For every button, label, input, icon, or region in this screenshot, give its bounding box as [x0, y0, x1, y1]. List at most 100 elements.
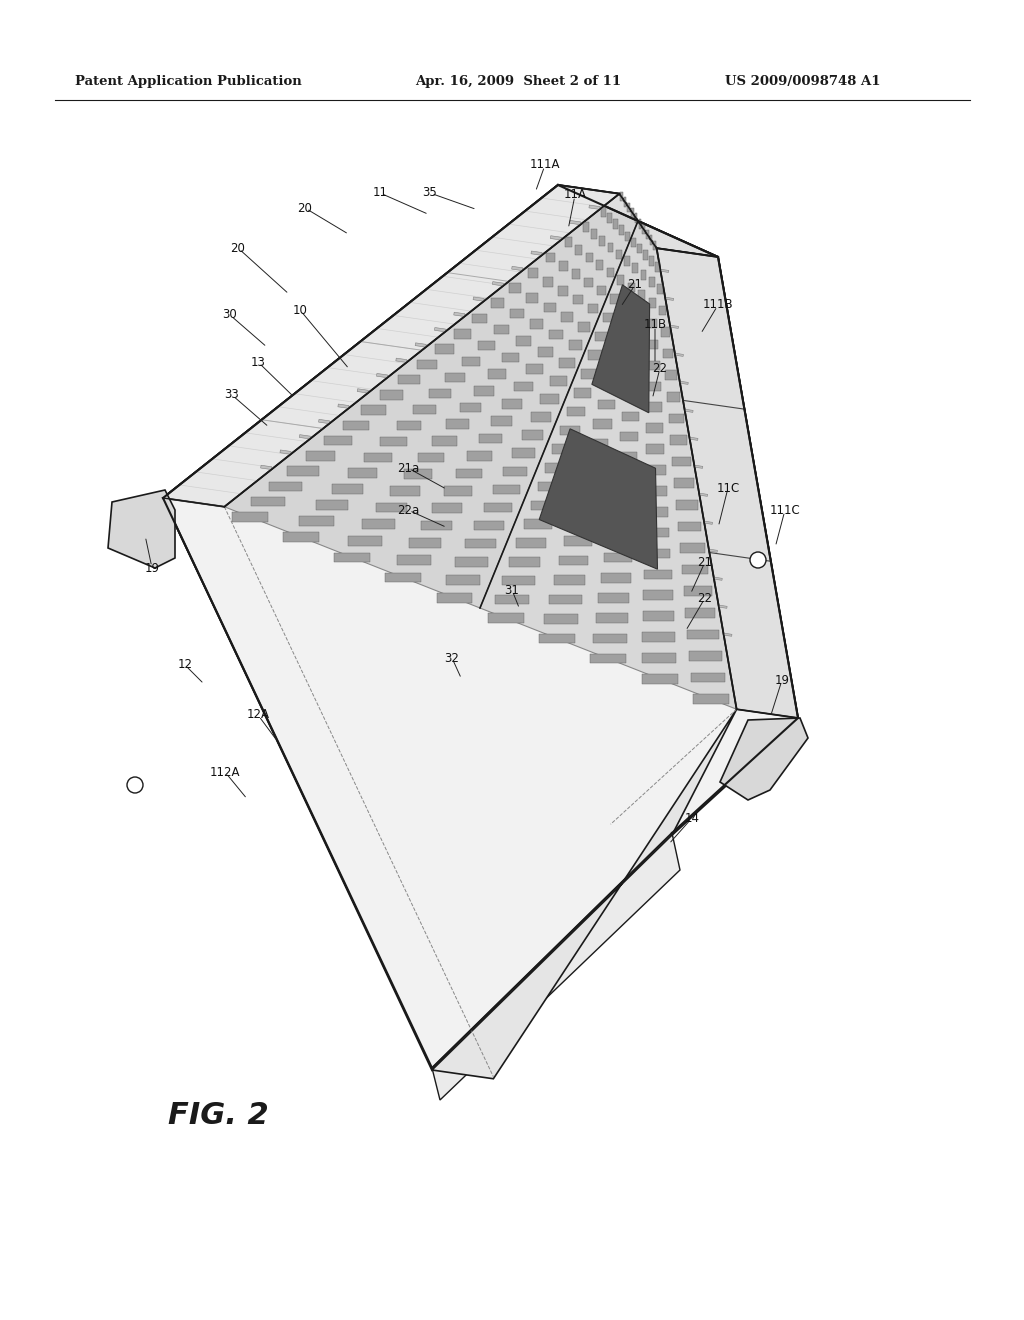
Polygon shape: [334, 553, 370, 562]
Polygon shape: [550, 376, 566, 385]
Polygon shape: [549, 594, 582, 605]
Polygon shape: [472, 314, 487, 323]
Polygon shape: [566, 407, 585, 416]
Polygon shape: [601, 207, 605, 216]
Polygon shape: [432, 503, 462, 513]
Polygon shape: [538, 482, 563, 491]
Text: 19: 19: [144, 561, 160, 574]
Polygon shape: [603, 553, 632, 562]
Polygon shape: [606, 533, 633, 543]
Polygon shape: [720, 718, 808, 800]
Polygon shape: [599, 236, 605, 246]
Polygon shape: [413, 405, 436, 414]
Polygon shape: [318, 420, 330, 424]
Polygon shape: [559, 425, 580, 436]
Polygon shape: [261, 465, 271, 470]
Text: 112A: 112A: [210, 766, 241, 779]
Polygon shape: [671, 325, 679, 329]
Polygon shape: [596, 614, 629, 623]
Polygon shape: [645, 507, 668, 516]
Polygon shape: [579, 322, 590, 331]
Polygon shape: [710, 549, 718, 552]
Polygon shape: [381, 437, 407, 446]
Polygon shape: [682, 565, 709, 574]
Polygon shape: [685, 409, 693, 412]
Polygon shape: [573, 498, 598, 507]
Polygon shape: [593, 634, 628, 643]
Text: 11: 11: [373, 186, 387, 199]
Text: 21: 21: [697, 556, 713, 569]
Polygon shape: [666, 297, 674, 301]
Polygon shape: [673, 457, 691, 466]
Circle shape: [127, 777, 143, 793]
Polygon shape: [357, 388, 369, 393]
Polygon shape: [609, 512, 634, 523]
Polygon shape: [539, 634, 574, 643]
Polygon shape: [617, 322, 629, 331]
Polygon shape: [595, 331, 607, 341]
Polygon shape: [648, 298, 656, 308]
Polygon shape: [474, 385, 494, 396]
Polygon shape: [690, 437, 698, 441]
Polygon shape: [623, 302, 632, 312]
Polygon shape: [647, 360, 659, 370]
Text: 11B: 11B: [643, 318, 667, 331]
Polygon shape: [614, 473, 636, 482]
Text: 12A: 12A: [247, 709, 269, 722]
Text: 11C: 11C: [717, 482, 739, 495]
Polygon shape: [509, 284, 521, 293]
Polygon shape: [540, 429, 657, 569]
Polygon shape: [635, 214, 638, 223]
Polygon shape: [325, 436, 352, 445]
Polygon shape: [628, 202, 630, 213]
Polygon shape: [647, 403, 662, 412]
Polygon shape: [642, 653, 677, 663]
Polygon shape: [641, 271, 646, 280]
Polygon shape: [601, 573, 631, 582]
Polygon shape: [514, 381, 532, 391]
Text: 22: 22: [652, 362, 668, 375]
Text: 21a: 21a: [397, 462, 419, 474]
Polygon shape: [714, 577, 722, 581]
Polygon shape: [625, 256, 630, 267]
Polygon shape: [617, 276, 625, 285]
Polygon shape: [705, 521, 713, 524]
Polygon shape: [538, 347, 553, 356]
Polygon shape: [503, 399, 522, 409]
Polygon shape: [628, 371, 641, 380]
Polygon shape: [656, 248, 798, 718]
Polygon shape: [445, 372, 465, 383]
Polygon shape: [108, 490, 175, 568]
Polygon shape: [487, 370, 506, 379]
Polygon shape: [724, 634, 732, 636]
Text: 33: 33: [224, 388, 240, 401]
Polygon shape: [674, 478, 694, 488]
Polygon shape: [620, 226, 624, 235]
Polygon shape: [564, 238, 571, 247]
Polygon shape: [456, 557, 488, 566]
Polygon shape: [306, 451, 336, 461]
Text: 111B: 111B: [702, 298, 733, 312]
Text: 111C: 111C: [770, 503, 801, 516]
Polygon shape: [280, 450, 291, 454]
Polygon shape: [598, 400, 615, 409]
Polygon shape: [589, 205, 600, 210]
Polygon shape: [527, 268, 538, 277]
Polygon shape: [608, 360, 622, 371]
Polygon shape: [163, 185, 620, 507]
Polygon shape: [454, 313, 465, 317]
Polygon shape: [559, 358, 574, 368]
Text: 31: 31: [505, 583, 519, 597]
Polygon shape: [502, 576, 535, 585]
Polygon shape: [581, 370, 596, 379]
Polygon shape: [456, 469, 482, 478]
Polygon shape: [460, 403, 481, 412]
Polygon shape: [362, 519, 395, 529]
Polygon shape: [588, 438, 608, 449]
Polygon shape: [579, 478, 601, 487]
Text: 111A: 111A: [529, 158, 560, 172]
Polygon shape: [288, 466, 318, 477]
Polygon shape: [680, 543, 705, 553]
Polygon shape: [380, 389, 403, 400]
Polygon shape: [607, 243, 613, 252]
